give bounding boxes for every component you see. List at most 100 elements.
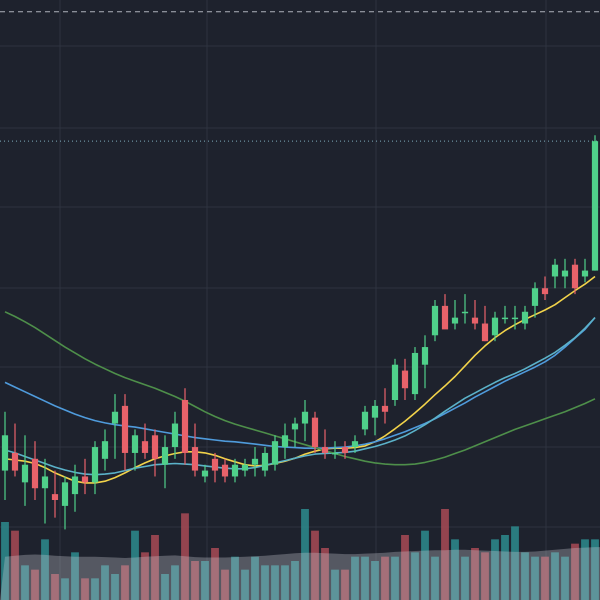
candle-body xyxy=(421,347,429,365)
candle-up[interactable] xyxy=(301,400,309,442)
candle-up[interactable] xyxy=(521,305,529,330)
volume-bar xyxy=(371,561,379,600)
candle-up[interactable] xyxy=(281,423,289,459)
candle-down[interactable] xyxy=(481,305,489,342)
volume-bar xyxy=(311,530,319,600)
candle-up[interactable] xyxy=(61,476,69,530)
candle-up[interactable] xyxy=(231,458,239,483)
moving-average-line-1 xyxy=(4,275,596,484)
candle-up[interactable] xyxy=(271,435,279,471)
volume-bar xyxy=(551,552,559,600)
candle-down[interactable] xyxy=(181,388,189,465)
candle-up[interactable] xyxy=(41,458,49,524)
candle-down[interactable] xyxy=(81,458,89,495)
candle-down[interactable] xyxy=(141,423,149,459)
candle-up[interactable] xyxy=(351,435,359,453)
candle-up[interactable] xyxy=(201,464,209,483)
candle-down[interactable] xyxy=(221,458,229,483)
candle-body xyxy=(561,270,569,277)
candle-up[interactable] xyxy=(361,405,369,436)
candle-up[interactable] xyxy=(111,394,119,459)
moving-average-line-4 xyxy=(4,311,596,466)
candle-down[interactable] xyxy=(51,470,59,518)
candles[interactable] xyxy=(1,135,599,530)
candle-down[interactable] xyxy=(441,294,449,330)
candle-up[interactable] xyxy=(161,435,169,489)
candle-body xyxy=(381,405,389,412)
candle-up[interactable] xyxy=(421,335,429,389)
candle-down[interactable] xyxy=(341,441,349,459)
candle-down[interactable] xyxy=(471,300,479,330)
candle-down[interactable] xyxy=(541,276,549,300)
candle-up[interactable] xyxy=(461,294,469,324)
candle-up[interactable] xyxy=(131,429,139,471)
candle-down[interactable] xyxy=(211,452,219,483)
candle-down[interactable] xyxy=(571,258,579,295)
volume-bar xyxy=(391,556,399,600)
candle-down[interactable] xyxy=(151,429,159,477)
candle-up[interactable] xyxy=(431,300,439,342)
candle-up[interactable] xyxy=(501,305,509,324)
candle-up[interactable] xyxy=(371,400,379,436)
candle-up[interactable] xyxy=(591,135,599,271)
candle-body xyxy=(591,141,599,271)
candle-up[interactable] xyxy=(91,441,99,495)
candle-down[interactable] xyxy=(401,358,409,400)
candle-body xyxy=(1,435,9,471)
candle-up[interactable] xyxy=(251,447,259,477)
volume-bar xyxy=(101,565,109,600)
volume-bars xyxy=(0,509,600,600)
volume-bar xyxy=(121,565,129,600)
candle-body xyxy=(461,311,469,314)
candle-body xyxy=(411,352,419,395)
candle-up[interactable] xyxy=(101,429,109,471)
candle-down[interactable] xyxy=(311,411,319,453)
volume-bar xyxy=(521,552,529,600)
candle-up[interactable] xyxy=(291,417,299,448)
candle-body xyxy=(451,317,459,324)
candle-up[interactable] xyxy=(71,464,79,512)
volume-bar xyxy=(291,561,299,600)
candle-body xyxy=(41,476,49,489)
candle-down[interactable] xyxy=(381,388,389,424)
candle-down[interactable] xyxy=(31,441,39,500)
candle-up[interactable] xyxy=(21,435,29,506)
candle-up[interactable] xyxy=(451,300,459,330)
volume-bar xyxy=(581,539,589,600)
candle-up[interactable] xyxy=(491,311,499,342)
candle-body xyxy=(171,423,179,448)
candle-up[interactable] xyxy=(241,458,249,477)
candle-body xyxy=(511,317,519,320)
candle-down[interactable] xyxy=(191,423,199,477)
candle-body xyxy=(471,317,479,324)
volume-bar xyxy=(421,530,429,600)
candle-up[interactable] xyxy=(1,411,9,500)
candle-down[interactable] xyxy=(121,394,129,471)
candle-body xyxy=(541,288,549,295)
volume-bar xyxy=(451,539,459,600)
candle-up[interactable] xyxy=(261,447,269,477)
moving-average-line-3 xyxy=(4,317,596,476)
candle-down[interactable] xyxy=(321,429,329,459)
candle-up[interactable] xyxy=(331,441,339,459)
candle-body xyxy=(181,400,189,453)
candle-body xyxy=(121,405,129,453)
candle-up[interactable] xyxy=(531,282,539,318)
candle-up[interactable] xyxy=(551,258,559,289)
candle-up[interactable] xyxy=(171,411,179,459)
candle-body xyxy=(271,441,279,465)
candle-body xyxy=(241,464,249,471)
candle-body xyxy=(571,264,579,289)
candle-down[interactable] xyxy=(11,423,19,477)
candle-up[interactable] xyxy=(391,358,399,406)
candle-up[interactable] xyxy=(581,258,589,283)
candle-up[interactable] xyxy=(561,258,569,289)
volume-bar xyxy=(321,548,329,600)
candle-up[interactable] xyxy=(411,347,419,400)
volume-bar xyxy=(21,565,29,600)
candle-up[interactable] xyxy=(511,305,519,330)
volume-bar xyxy=(491,539,499,600)
